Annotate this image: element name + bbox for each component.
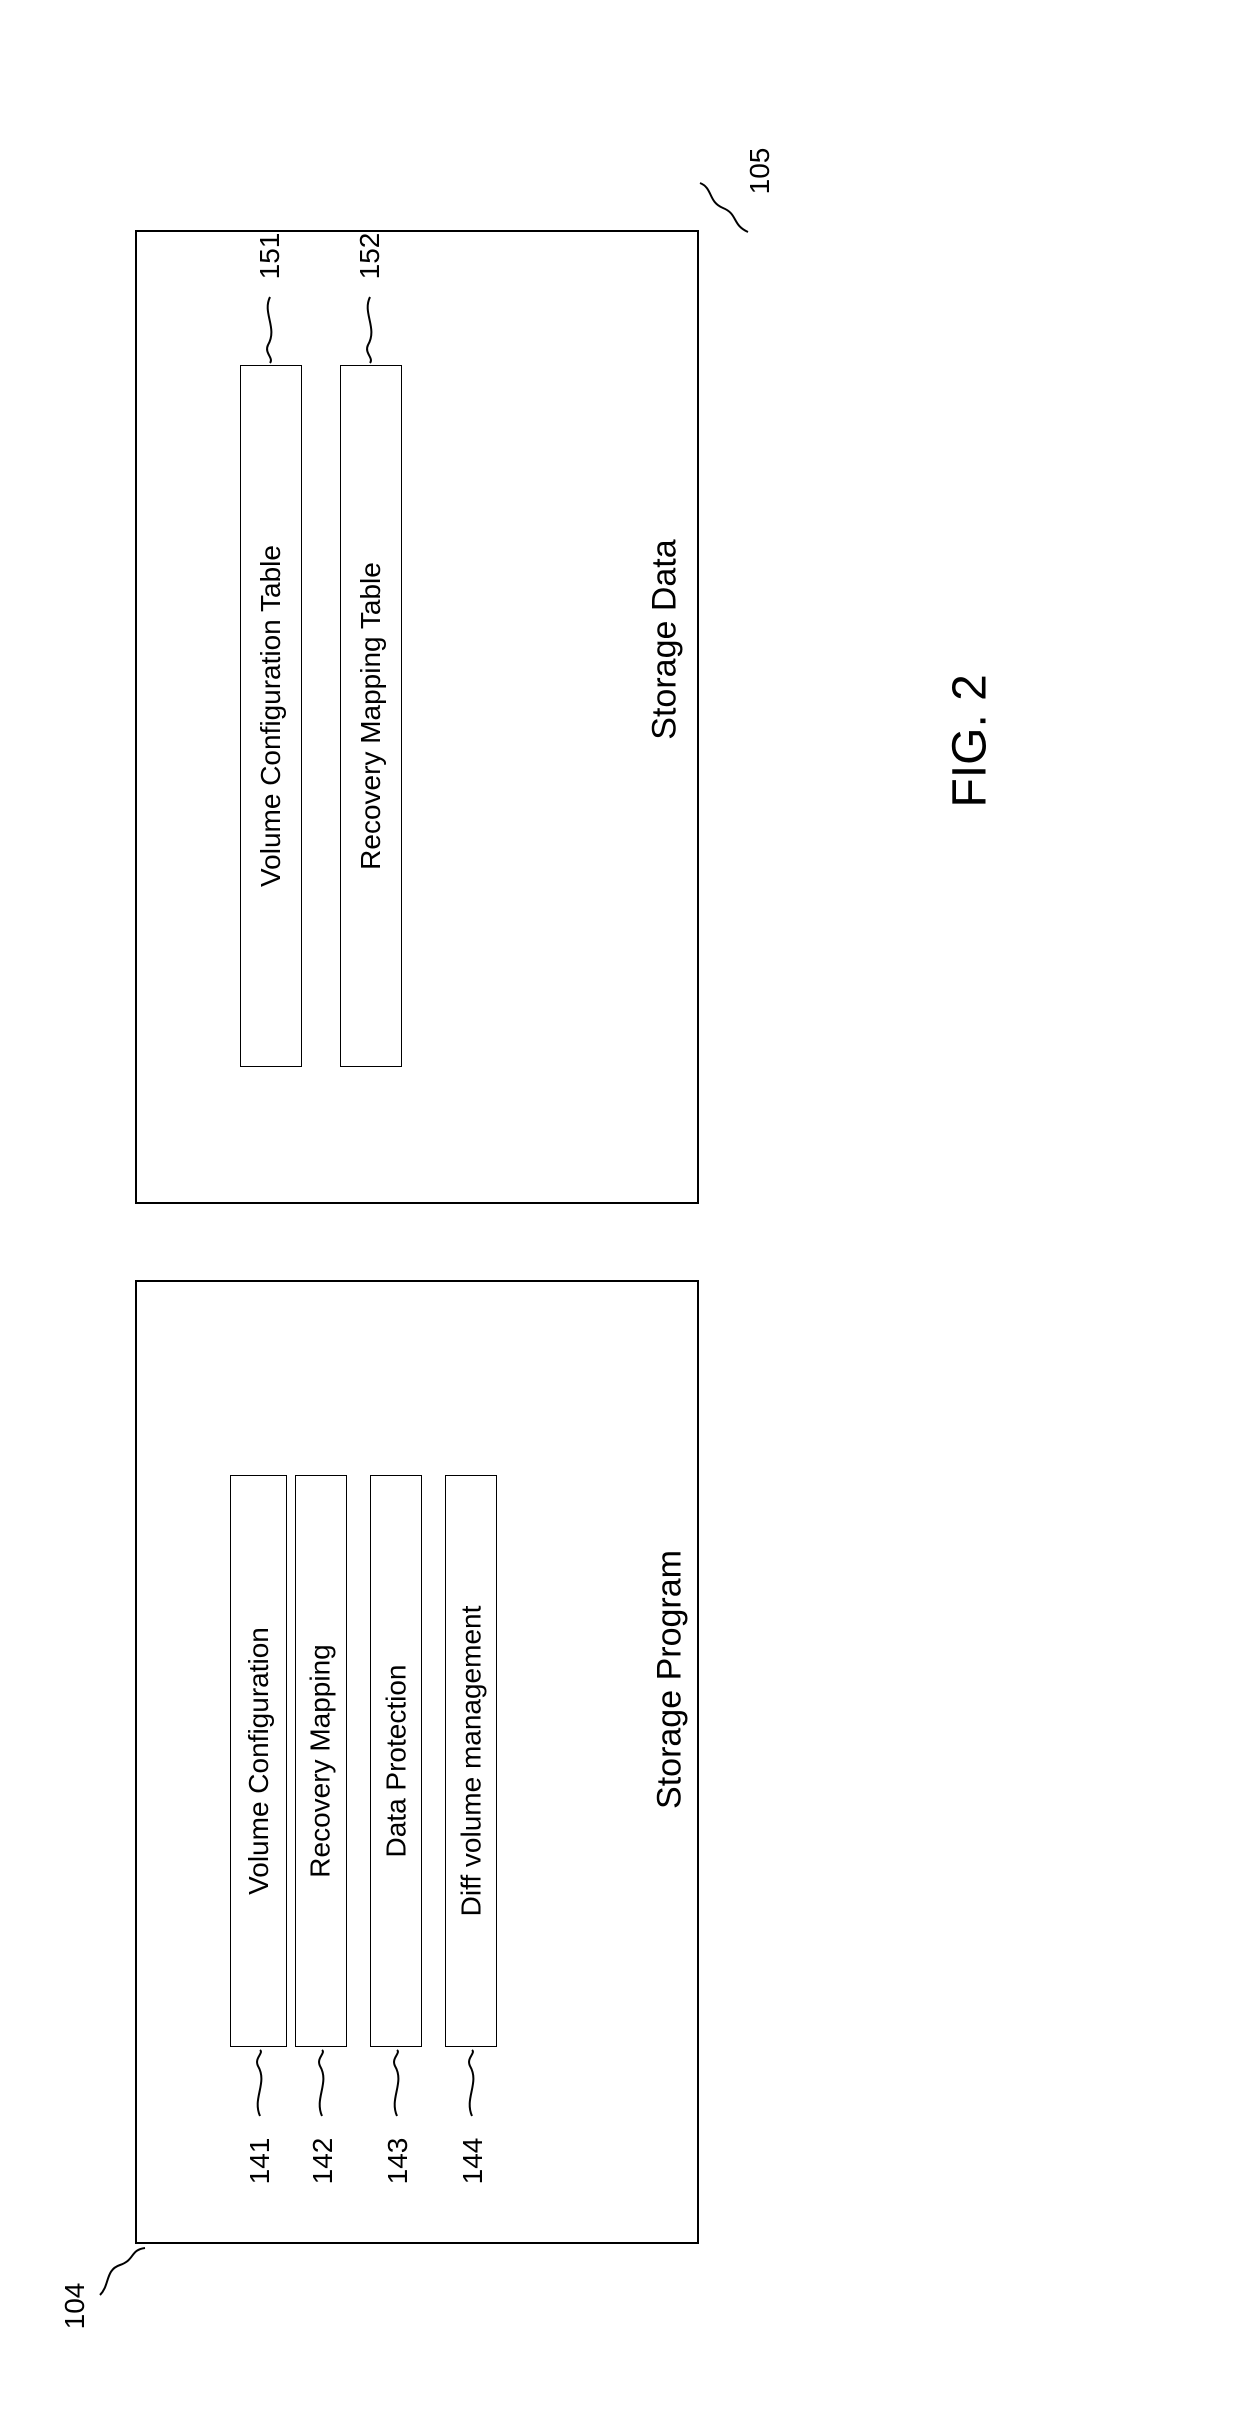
item-151-label: Volume Configuration Table (255, 545, 287, 887)
lead-143 (387, 2048, 407, 2118)
lead-144 (462, 2048, 482, 2118)
figure-label: FIG. 2 (943, 608, 998, 808)
item-151-box: Volume Configuration Table (240, 365, 302, 1067)
ref-143: 143 (382, 2126, 414, 2196)
ref-151: 151 (254, 221, 286, 291)
ref-144: 144 (457, 2126, 489, 2196)
ref-152: 152 (354, 221, 386, 291)
item-143-label: Data Protection (380, 1665, 412, 1858)
storage-program-title: Storage Program (651, 1530, 690, 1830)
item-144-box: Diff volume management (445, 1475, 497, 2047)
item-142-label: Recovery Mapping (305, 1644, 337, 1877)
diagram-canvas: 104 Storage Program Volume Configuration… (0, 0, 1240, 2415)
item-152-label: Recovery Mapping Table (355, 562, 387, 870)
storage-data-box (135, 230, 699, 1204)
item-144-label: Diff volume management (455, 1606, 487, 1917)
item-142-box: Recovery Mapping (295, 1475, 347, 2047)
lead-142 (312, 2048, 332, 2118)
lead-151 (260, 295, 280, 365)
item-141-box: Volume Configuration (230, 1475, 287, 2047)
item-141-label: Volume Configuration (243, 1627, 275, 1895)
storage-data-title: Storage Data (646, 510, 685, 770)
lead-152 (360, 295, 380, 365)
item-143-box: Data Protection (370, 1475, 422, 2047)
lead-105 (698, 180, 753, 235)
lead-104 (95, 2245, 150, 2300)
ref-104: 104 (59, 2266, 91, 2346)
ref-142: 142 (307, 2126, 339, 2196)
item-152-box: Recovery Mapping Table (340, 365, 402, 1067)
lead-141 (250, 2048, 270, 2118)
ref-141: 141 (244, 2126, 276, 2196)
